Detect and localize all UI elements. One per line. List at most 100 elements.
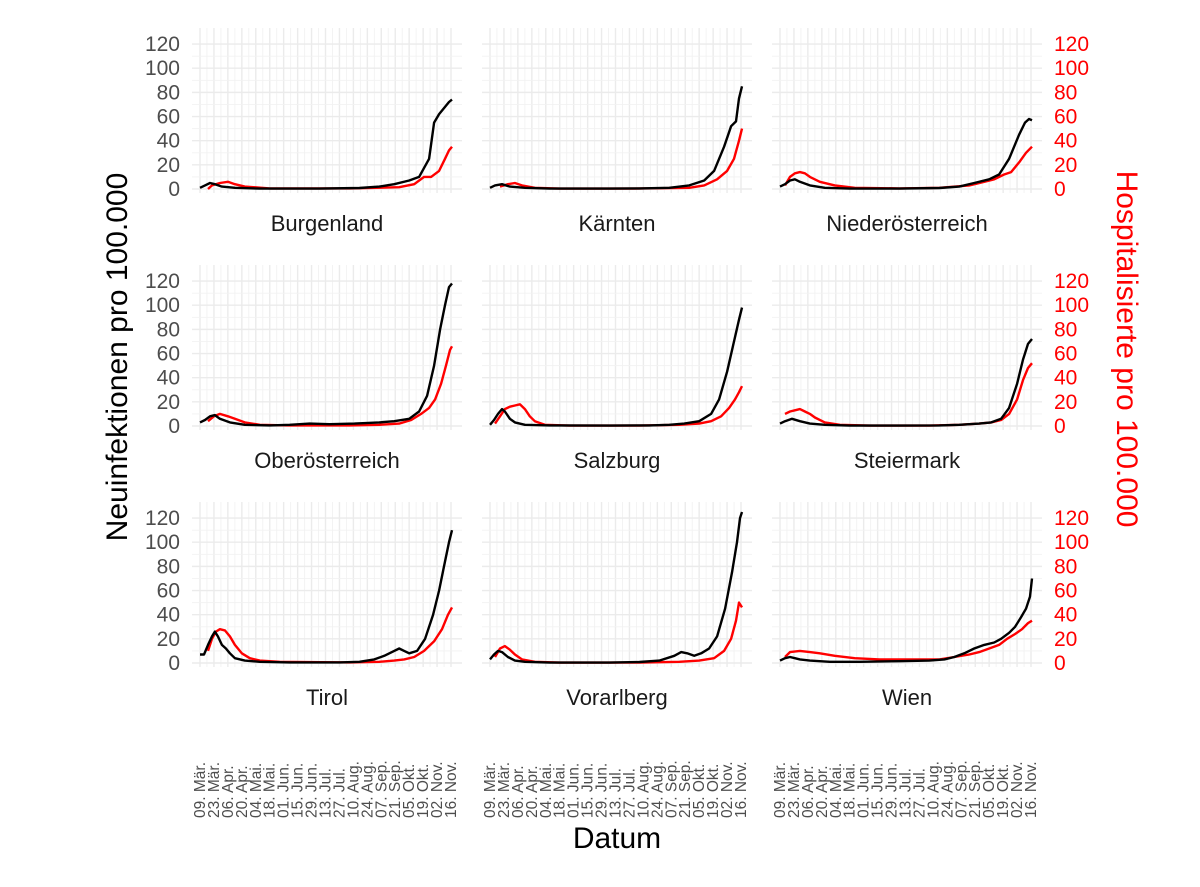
y-tick-label: 20 bbox=[157, 154, 180, 177]
x-tick-label: 15. Jun. bbox=[290, 763, 307, 818]
x-tick-label: 09. Mär. bbox=[772, 762, 789, 818]
y-tick-label: 60 bbox=[157, 343, 180, 366]
x-tick-label: 29. Jun. bbox=[304, 763, 321, 818]
x-tick-label: 13. Jul. bbox=[898, 768, 915, 818]
y2-tick-label: 100 bbox=[1054, 57, 1089, 80]
x-tick-label: 20. Apr. bbox=[524, 765, 541, 818]
facet-label: Wien bbox=[882, 685, 932, 710]
x-tick-label: 29. Jun. bbox=[884, 763, 901, 818]
y-tick-label: 100 bbox=[145, 57, 180, 80]
x-axis-title: Datum bbox=[573, 822, 661, 855]
y-tick-label: 80 bbox=[157, 555, 180, 578]
x-tick-label: 23. Mär. bbox=[206, 762, 223, 818]
y-tick-label: 60 bbox=[157, 580, 180, 603]
x-tick-label: 07. Sep. bbox=[663, 760, 680, 818]
x-tick-label: 19. Okt. bbox=[995, 764, 1012, 818]
x-tick-label: 02. Nov. bbox=[429, 761, 446, 818]
x-tick-label: 16. Nov. bbox=[733, 761, 750, 818]
infections-line bbox=[779, 578, 1034, 663]
y2-tick-label: 80 bbox=[1054, 81, 1077, 104]
x-tick-label: 16. Nov. bbox=[443, 761, 460, 818]
facet-label: Salzburg bbox=[574, 448, 661, 473]
x-tick-label: 23. Mär. bbox=[496, 762, 513, 818]
x-tick-label: 23. Mär. bbox=[786, 762, 803, 818]
x-tick-label: 09. Mär. bbox=[192, 762, 209, 818]
x-tick-label: 15. Jun. bbox=[580, 763, 597, 818]
x-tick-label: 19. Okt. bbox=[705, 764, 722, 818]
y2-tick-label: 60 bbox=[1054, 343, 1077, 366]
x-tick-label: 05. Okt. bbox=[401, 764, 418, 818]
x-tick-label: 27. Jul. bbox=[912, 768, 929, 818]
x-tick-label: 04. Mai. bbox=[828, 763, 845, 818]
x-tick-label: 27. Jul. bbox=[332, 768, 349, 818]
facet-label: Burgenland bbox=[271, 211, 384, 236]
y2-tick-label: 40 bbox=[1054, 367, 1077, 390]
x-tick-label: 09. Mär. bbox=[482, 762, 499, 818]
y2-tick-label: 0 bbox=[1054, 652, 1066, 675]
x-tick-label: 29. Jun. bbox=[594, 763, 611, 818]
infections-line bbox=[489, 86, 744, 190]
x-tick-label: 01. Jun. bbox=[856, 763, 873, 818]
y-tick-label: 0 bbox=[168, 415, 180, 438]
facet-panel-5: Salzburg bbox=[482, 265, 752, 473]
secondary-y-axis-title: Hospitalisierte pro 100.000 bbox=[1110, 171, 1143, 528]
x-tick-label: 19. Okt. bbox=[415, 764, 432, 818]
x-tick-label: 06. Apr. bbox=[800, 765, 817, 818]
x-tick-label: 01. Jun. bbox=[566, 763, 583, 818]
facet-label: Tirol bbox=[306, 685, 348, 710]
y2-tick-label: 40 bbox=[1054, 604, 1077, 627]
y2-tick-label: 100 bbox=[1054, 294, 1089, 317]
x-tick-label: 04. Mai. bbox=[538, 763, 555, 818]
facet-label: Kärnten bbox=[578, 211, 655, 236]
y2-tick-label: 40 bbox=[1054, 130, 1077, 153]
y2-tick-label: 20 bbox=[1054, 628, 1077, 651]
y-tick-label: 0 bbox=[168, 178, 180, 201]
hospitalized-line bbox=[207, 345, 454, 427]
y-tick-label: 40 bbox=[157, 604, 180, 627]
facet-panel-2: Kärnten bbox=[482, 28, 752, 236]
y-tick-label: 40 bbox=[157, 130, 180, 153]
x-tick-label: 05. Okt. bbox=[981, 764, 998, 818]
y-tick-label: 60 bbox=[157, 106, 180, 129]
infections-line bbox=[200, 529, 454, 664]
y-tick-label: 100 bbox=[145, 531, 180, 554]
x-tick-label: 18. Mai. bbox=[552, 763, 569, 818]
x-tick-label: 15. Jun. bbox=[870, 763, 887, 818]
y-tick-label: 80 bbox=[157, 318, 180, 341]
x-tick-label: 21. Sep. bbox=[967, 760, 984, 818]
x-tick-label: 10. Aug. bbox=[345, 761, 362, 818]
x-tick-label: 21. Sep. bbox=[387, 760, 404, 818]
y-tick-label: 120 bbox=[145, 507, 180, 530]
y-tick-label: 0 bbox=[168, 652, 180, 675]
infections-line bbox=[779, 117, 1033, 190]
x-tick-label: 02. Nov. bbox=[1009, 761, 1026, 818]
hospitalized-line bbox=[206, 606, 454, 664]
y2-tick-label: 20 bbox=[1054, 391, 1077, 414]
x-tick-label: 06. Apr. bbox=[220, 765, 237, 818]
infections-line bbox=[779, 338, 1033, 427]
x-tick-label: 05. Okt. bbox=[691, 764, 708, 818]
x-tick-label: 01. Jun. bbox=[276, 763, 293, 818]
y2-tick-label: 60 bbox=[1054, 106, 1077, 129]
x-tick-label: 21. Sep. bbox=[677, 760, 694, 818]
y-tick-label: 120 bbox=[145, 270, 180, 293]
y-tick-label: 20 bbox=[157, 391, 180, 414]
infections-line bbox=[199, 98, 453, 190]
x-tick-label: 07. Sep. bbox=[953, 760, 970, 818]
facet-panel-8: Vorarlberg 09. Mär.23. Mär.06. Apr.20. Ap… bbox=[482, 502, 752, 818]
y-tick-label: 120 bbox=[145, 33, 180, 56]
x-tick-label: 13. Jul. bbox=[318, 768, 335, 818]
y2-tick-label: 80 bbox=[1054, 555, 1077, 578]
y-tick-label: 80 bbox=[157, 81, 180, 104]
y2-tick-label: 120 bbox=[1054, 270, 1089, 293]
x-tick-label: 24. Aug. bbox=[359, 761, 376, 818]
x-tick-label: 24. Aug. bbox=[649, 761, 666, 818]
y2-tick-label: 80 bbox=[1054, 318, 1077, 341]
